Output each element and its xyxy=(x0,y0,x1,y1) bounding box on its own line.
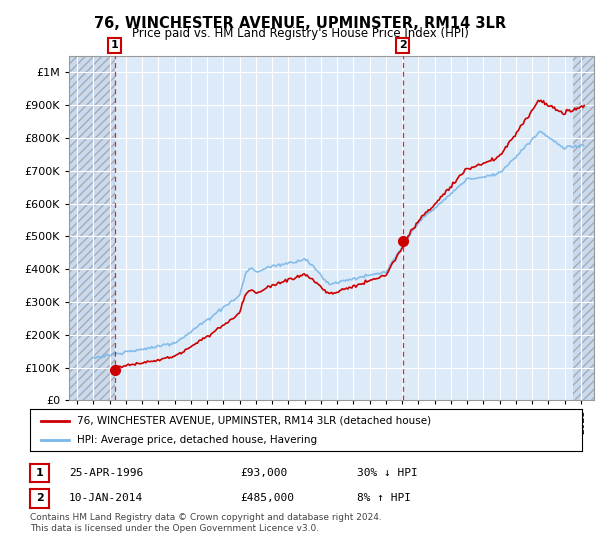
Text: 30% ↓ HPI: 30% ↓ HPI xyxy=(357,468,418,478)
Bar xyxy=(573,56,594,400)
Text: 25-APR-1996: 25-APR-1996 xyxy=(69,468,143,478)
Text: Price paid vs. HM Land Registry's House Price Index (HPI): Price paid vs. HM Land Registry's House … xyxy=(131,27,469,40)
Text: 1: 1 xyxy=(36,468,43,478)
Bar xyxy=(69,56,115,400)
Text: 2: 2 xyxy=(399,40,407,50)
Text: HPI: Average price, detached house, Havering: HPI: Average price, detached house, Have… xyxy=(77,435,317,445)
Text: 8% ↑ HPI: 8% ↑ HPI xyxy=(357,493,411,503)
Text: 1: 1 xyxy=(111,40,119,50)
Text: Contains HM Land Registry data © Crown copyright and database right 2024.: Contains HM Land Registry data © Crown c… xyxy=(30,513,382,522)
Text: 2: 2 xyxy=(36,493,43,503)
Text: £485,000: £485,000 xyxy=(240,493,294,503)
Text: £93,000: £93,000 xyxy=(240,468,287,478)
Text: 10-JAN-2014: 10-JAN-2014 xyxy=(69,493,143,503)
Text: 76, WINCHESTER AVENUE, UPMINSTER, RM14 3LR: 76, WINCHESTER AVENUE, UPMINSTER, RM14 3… xyxy=(94,16,506,31)
Text: This data is licensed under the Open Government Licence v3.0.: This data is licensed under the Open Gov… xyxy=(30,524,319,533)
Text: 76, WINCHESTER AVENUE, UPMINSTER, RM14 3LR (detached house): 76, WINCHESTER AVENUE, UPMINSTER, RM14 3… xyxy=(77,416,431,426)
